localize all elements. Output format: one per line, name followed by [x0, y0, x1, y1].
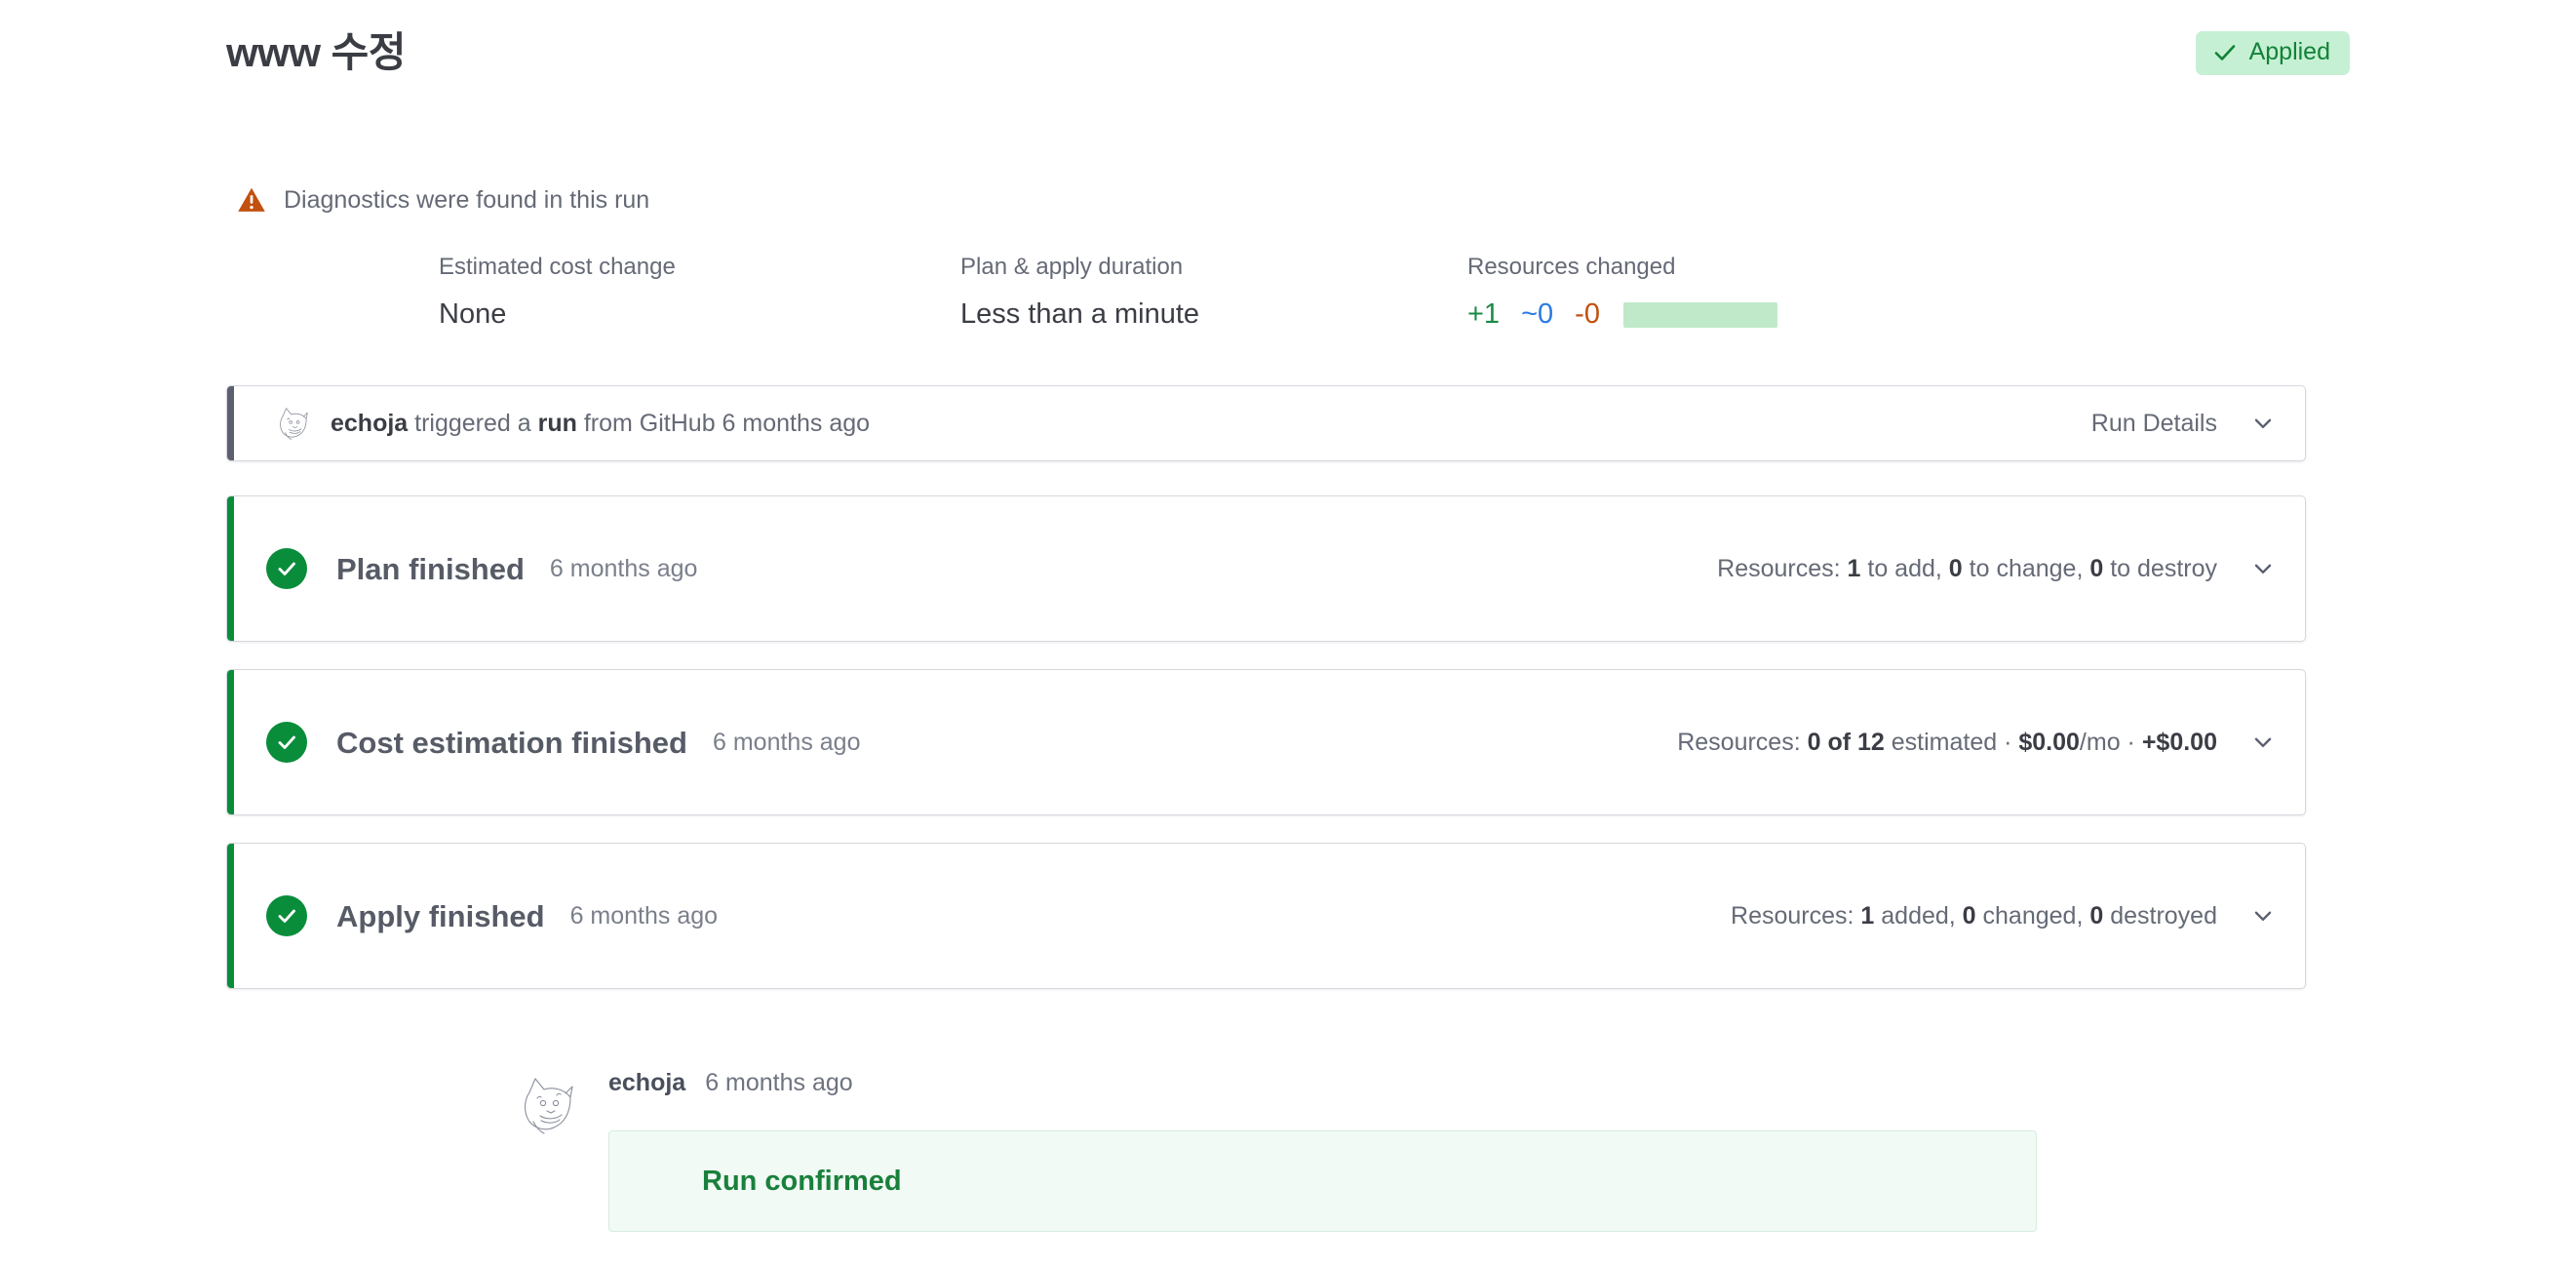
metric-plan-apply-duration: Plan & apply duration Less than a minute	[960, 256, 1467, 329]
stage-meta-prefix: Resources:	[1717, 554, 1848, 582]
metric-estimated-cost-change: Estimated cost change None	[439, 256, 960, 329]
stage-meta-strong: 1	[1847, 554, 1861, 582]
run-trigger-card[interactable]: echoja triggered a run from GitHub 6 mon…	[226, 385, 2306, 461]
comment-message-box: Run confirmed	[608, 1130, 2037, 1232]
comment-header: echoja 6 months ago	[608, 1071, 2074, 1106]
resources-added-count: +1	[1467, 298, 1501, 330]
metric-value: None	[439, 298, 507, 330]
run-details-label: Run Details	[2090, 409, 2217, 437]
stage-meta-strong: +$0.00	[2141, 728, 2217, 756]
resources-changed-count: ~0	[1521, 298, 1554, 330]
stage-resource-summary: Resources: 1 to add, 0 to change, 0 to d…	[1717, 554, 2217, 582]
diagnostics-text: Diagnostics were found in this run	[284, 185, 650, 214]
run-comment: echoja 6 months ago Run confirmed	[514, 1071, 2074, 1232]
stage-summary[interactable]: Resources: 1 to add, 0 to change, 0 to d…	[1717, 556, 2276, 581]
stage-timestamp: 6 months ago	[549, 554, 698, 582]
stage-meta-strong: 0	[2089, 901, 2104, 930]
metric-value: Less than a minute	[960, 298, 1200, 330]
metric-label: Plan & apply duration	[960, 254, 1184, 280]
stage-title: Plan finished	[336, 551, 525, 586]
diagnostics-banner: Diagnostics were found in this run	[237, 185, 649, 215]
run-metrics: Estimated cost change None Plan & apply …	[439, 256, 2096, 329]
stage-meta-strong: 0	[1948, 554, 1963, 582]
stage-resource-summary: Resources: 0 of 12 estimated · $0.00/mo …	[1677, 728, 2217, 756]
page-title: www 수정	[226, 29, 406, 75]
check-circle-icon	[266, 895, 307, 936]
comment-timestamp: 6 months ago	[705, 1069, 853, 1096]
stage-meta-strong: 1	[1860, 901, 1875, 930]
stage-summary[interactable]: Resources: 0 of 12 estimated · $0.00/mo …	[1677, 730, 2276, 755]
stage-title: Cost estimation finished	[336, 725, 687, 760]
run-trigger-text-2: from GitHub 6 months ago	[576, 409, 871, 437]
stage-meta-text: estimated ·	[1884, 728, 2019, 756]
stage-timestamp: 6 months ago	[712, 728, 861, 756]
stage-timestamp: 6 months ago	[569, 901, 719, 930]
chevron-down-icon[interactable]	[2250, 556, 2276, 581]
metric-label: Resources changed	[1467, 254, 1676, 280]
stage-card-cost-estimation-finished[interactable]: Cost estimation finished 6 months ago Re…	[226, 669, 2306, 815]
cat-avatar-icon	[274, 404, 331, 443]
run-trigger-summary: echoja triggered a run from GitHub 6 mon…	[274, 404, 870, 443]
chevron-down-icon[interactable]	[2250, 903, 2276, 929]
status-badge-label: Applied	[2248, 38, 2330, 65]
stage-meta-text: to destroy	[2103, 554, 2217, 582]
run-details-toggle[interactable]: Run Details	[2091, 411, 2276, 436]
comment-message: Run confirmed	[702, 1165, 902, 1197]
check-circle-icon	[266, 548, 307, 589]
stage-meta-text: to add,	[1860, 554, 1949, 582]
stage-meta-strong: 0 of 12	[1807, 728, 1885, 756]
resources-destroyed-count: -0	[1575, 298, 1600, 330]
stage-title: Apply finished	[336, 898, 545, 933]
stage-card-apply-finished[interactable]: Apply finished 6 months ago Resources: 1…	[226, 843, 2306, 989]
run-trigger-action: run	[537, 409, 577, 437]
stage-header: Cost estimation finished 6 months ago	[266, 722, 860, 763]
warning-triangle-icon	[237, 185, 266, 215]
stage-meta-strong: $0.00	[2018, 728, 2080, 756]
comment-body: echoja 6 months ago Run confirmed	[608, 1071, 2074, 1232]
chevron-down-icon[interactable]	[2250, 730, 2276, 755]
stage-meta-text: added,	[1874, 901, 1963, 930]
comment-author: echoja	[608, 1069, 686, 1096]
stage-summary[interactable]: Resources: 1 added, 0 changed, 0 destroy…	[1731, 903, 2276, 929]
stage-meta-text: changed,	[1975, 901, 2090, 930]
run-trigger-text: echoja triggered a run from GitHub 6 mon…	[331, 409, 871, 437]
status-badge: Applied	[2195, 30, 2350, 75]
metric-label: Estimated cost change	[439, 254, 676, 280]
chevron-down-icon[interactable]	[2250, 411, 2276, 436]
stage-header: Plan finished 6 months ago	[266, 548, 697, 589]
stage-meta-text: /mo ·	[2079, 728, 2142, 756]
check-icon	[2212, 40, 2238, 65]
stage-meta-prefix: Resources:	[1677, 728, 1808, 756]
stage-card-plan-finished[interactable]: Plan finished 6 months ago Resources: 1 …	[226, 495, 2306, 642]
stage-header: Apply finished 6 months ago	[266, 895, 718, 936]
stage-meta-prefix: Resources:	[1731, 901, 1861, 930]
cat-avatar-icon	[514, 1071, 582, 1139]
run-trigger-text-1: triggered a	[408, 409, 538, 437]
stage-meta-strong: 0	[1962, 901, 1976, 930]
run-timeline: echoja triggered a run from GitHub 6 mon…	[226, 385, 2306, 1016]
resource-count-group: +1 ~0 -0	[1467, 300, 1955, 329]
stage-meta-text: to change,	[1962, 554, 2090, 582]
page-header: www 수정 Applied	[226, 14, 2350, 92]
resources-change-bar	[1622, 301, 1777, 328]
stage-meta-text: destroyed	[2103, 901, 2217, 930]
check-circle-icon	[266, 722, 307, 763]
metric-resources-changed: Resources changed +1 ~0 -0	[1467, 256, 1955, 329]
stage-resource-summary: Resources: 1 added, 0 changed, 0 destroy…	[1731, 901, 2217, 930]
run-trigger-author: echoja	[331, 409, 409, 437]
stage-meta-strong: 0	[2089, 554, 2104, 582]
